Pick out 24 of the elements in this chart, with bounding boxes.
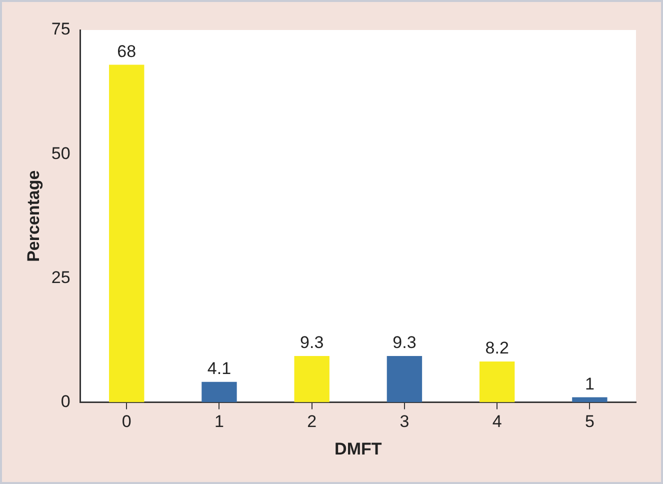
data-label: 8.2 bbox=[485, 338, 509, 358]
y-axis-title: Percentage bbox=[24, 170, 43, 262]
bar bbox=[386, 356, 422, 402]
x-tick-label: 0 bbox=[122, 412, 132, 432]
x-axis-title: DMFT bbox=[334, 439, 382, 458]
data-label: 4.1 bbox=[207, 359, 232, 378]
x-tick-label: 2 bbox=[307, 412, 317, 432]
y-tick-label: 0 bbox=[60, 392, 70, 411]
data-label: 1 bbox=[584, 374, 594, 394]
x-tick-label: 3 bbox=[400, 412, 410, 432]
data-label: 68 bbox=[117, 42, 136, 61]
bar bbox=[572, 397, 608, 402]
x-tick-label: 4 bbox=[492, 412, 502, 432]
x-tick-label: 5 bbox=[584, 412, 594, 432]
data-label: 9.3 bbox=[392, 333, 416, 352]
data-label: 9.3 bbox=[300, 333, 324, 352]
y-tick-label: 75 bbox=[51, 20, 70, 39]
bar bbox=[294, 356, 330, 402]
y-tick-label: 50 bbox=[51, 144, 70, 163]
bar bbox=[479, 362, 515, 402]
bar bbox=[202, 382, 237, 402]
x-tick-label: 1 bbox=[214, 412, 224, 432]
y-tick-label: 25 bbox=[51, 268, 70, 287]
bar bbox=[109, 64, 144, 402]
